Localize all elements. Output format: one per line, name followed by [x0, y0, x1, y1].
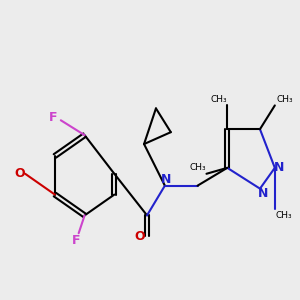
Text: O: O: [14, 167, 25, 180]
Text: N: N: [258, 187, 268, 200]
Text: O: O: [134, 230, 145, 243]
Text: CH₃: CH₃: [275, 211, 292, 220]
Text: CH₃: CH₃: [277, 95, 293, 104]
Text: F: F: [71, 234, 80, 247]
Text: N: N: [161, 173, 172, 186]
Text: CH₃: CH₃: [189, 163, 206, 172]
Text: CH₃: CH₃: [210, 95, 227, 104]
Text: F: F: [49, 111, 58, 124]
Text: N: N: [274, 161, 284, 174]
